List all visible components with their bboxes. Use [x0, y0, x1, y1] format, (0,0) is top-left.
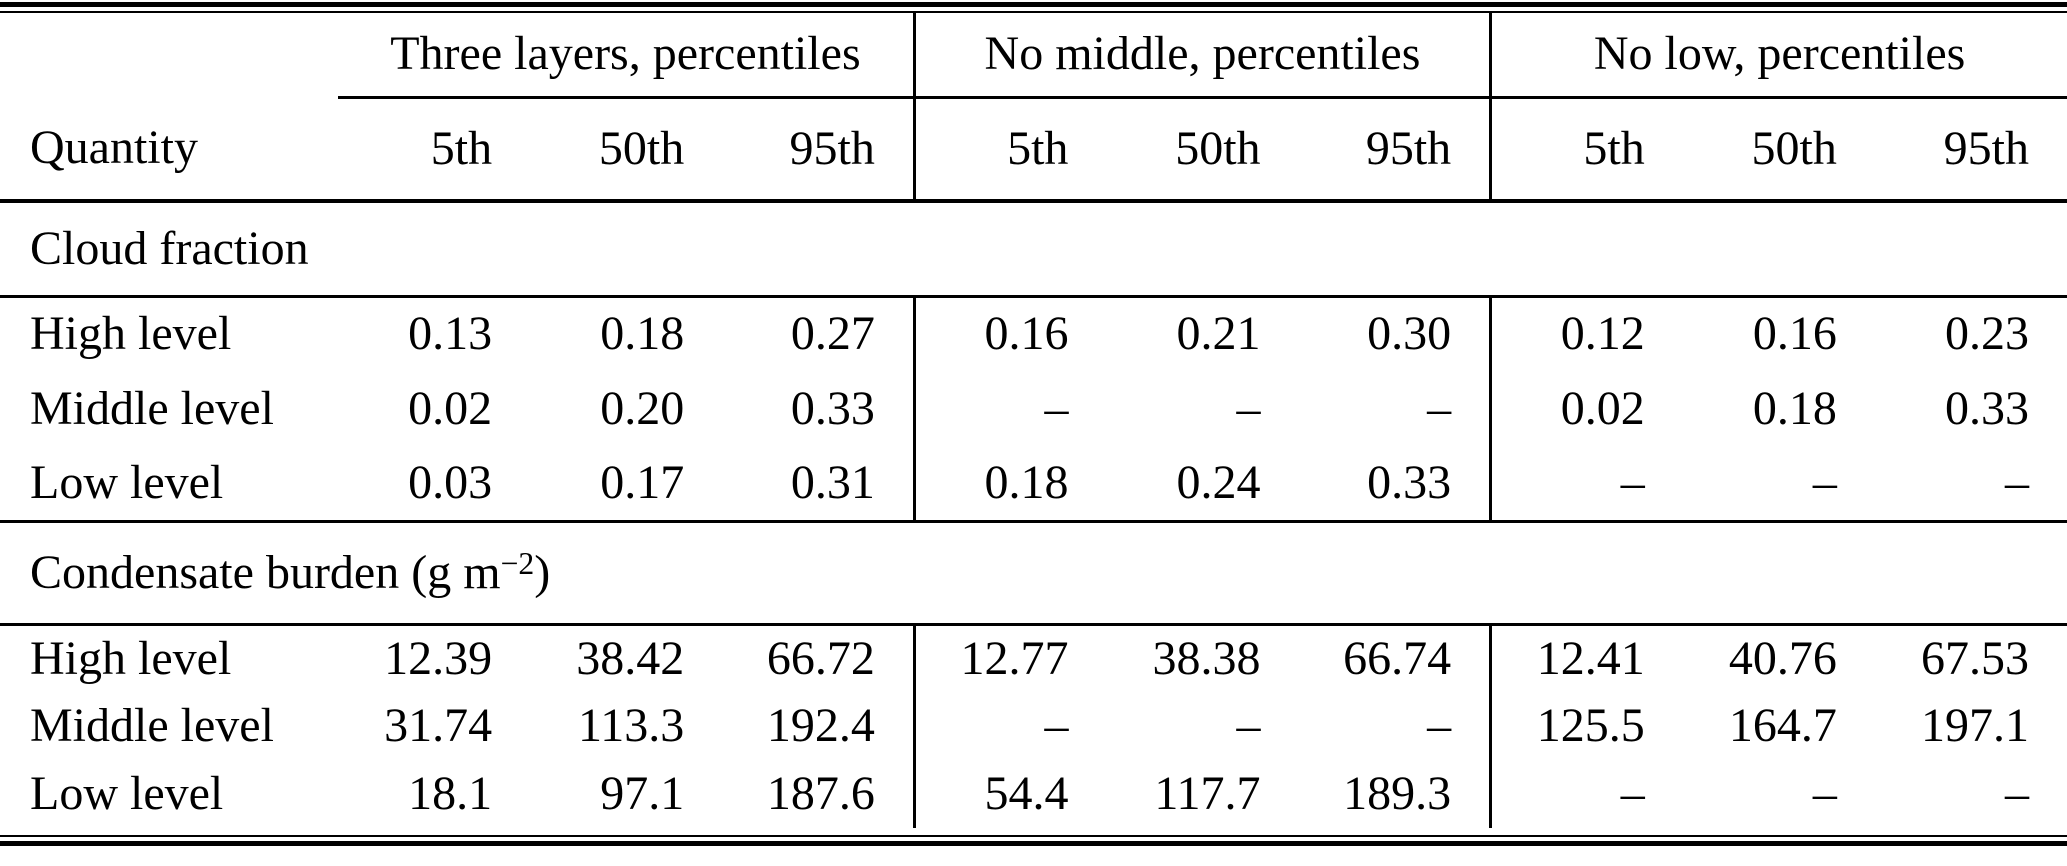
value-cell: 113.3 [578, 699, 685, 752]
percentile-header-cell: 5th [912, 97, 1107, 203]
value-cell: 0.17 [530, 446, 723, 523]
value-cell: 38.38 [1152, 631, 1261, 685]
value-cell: 197.1 [1921, 699, 2029, 752]
table-row-cb-middle: Middle level 31.74 113.3 192.4 – – – 125… [0, 692, 2067, 760]
value-cell: 0.18 [912, 446, 1107, 523]
value-cell: 12.41 [1489, 624, 1683, 692]
value-cell: – [1236, 699, 1261, 752]
value-cell: – [1812, 767, 1837, 820]
value-cell: 0.21 [1176, 307, 1261, 361]
value-cell: 66.74 [1343, 631, 1452, 685]
section-title-text: Condensate burden (g m [30, 545, 501, 599]
percentile-header-cell: 95th [1298, 97, 1491, 203]
group-header-three-layers: Three layers, percentiles [338, 13, 915, 99]
row-label: High level [30, 631, 232, 685]
percentile-table: Three layers, percentiles No middle, per… [0, 13, 2067, 828]
section-row-cloud-fraction: Cloud fraction [0, 201, 2067, 298]
value-cell: 0.23 [1945, 307, 2029, 361]
value-cell: 54.4 [912, 760, 1107, 828]
row-label: Low level [0, 446, 338, 523]
percentile-header-cell: 50th [1682, 97, 1875, 203]
value-cell: 12.39 [384, 631, 493, 685]
value-cell: 0.02 [408, 381, 493, 435]
value-cell: 0.27 [790, 307, 875, 361]
table-row-cf-middle: Middle level 0.02 0.20 0.33 – – – 0.02 0… [0, 371, 2067, 446]
group-header-row: Three layers, percentiles No middle, per… [0, 13, 2067, 99]
value-cell: 0.12 [1489, 296, 1683, 371]
value-cell: 125.5 [1489, 692, 1683, 760]
value-cell: – [1236, 381, 1261, 435]
row-label: High level [30, 307, 232, 361]
table-inner-rules: Three layers, percentiles No middle, per… [0, 11, 2067, 837]
percentile-header-cell: 95th [722, 97, 915, 203]
value-cell: 0.16 [1752, 307, 1837, 361]
value-cell: 97.1 [600, 767, 685, 820]
percentile-header-cell: 95th [1874, 97, 2067, 203]
value-cell: 117.7 [1154, 767, 1261, 820]
value-cell: 0.13 [408, 307, 493, 361]
value-cell: – [912, 371, 1107, 446]
section-title-suffix: ) [534, 545, 551, 599]
table-top-bottom-rules: Three layers, percentiles No middle, per… [0, 2, 2067, 846]
value-cell: 38.42 [576, 631, 685, 685]
value-cell: 0.20 [600, 381, 685, 435]
value-cell: 66.72 [766, 631, 875, 685]
table-row-cb-low: Low level 18.1 97.1 187.6 54.4 117.7 189… [0, 760, 2067, 828]
value-cell: – [1489, 760, 1683, 828]
value-cell: 0.16 [912, 296, 1107, 371]
value-cell: 0.02 [1489, 371, 1683, 446]
value-cell: – [1427, 381, 1452, 435]
table-row-cf-low: Low level 0.03 0.17 0.31 0.18 0.24 0.33 … [0, 446, 2067, 523]
percentile-header-cell: 50th [1106, 97, 1299, 203]
value-cell: 189.3 [1343, 767, 1452, 820]
percentile-header-cell: 50th [530, 97, 723, 203]
value-cell: 192.4 [766, 699, 875, 752]
value-cell: 0.30 [1367, 307, 1452, 361]
row-label: Middle level [30, 381, 274, 435]
percentile-header-cell: 5th [338, 97, 531, 203]
value-cell: 0.03 [338, 446, 531, 523]
section-title-superscript: −2 [500, 545, 535, 581]
value-cell: 0.18 [600, 307, 685, 361]
table-row-cb-high: High level 12.39 38.42 66.72 12.77 38.38… [0, 624, 2067, 692]
section-title: Condensate burden (g m−2) [0, 521, 2067, 626]
column-header-row: Quantity 5th 50th 95th 5th 50th 95th 5th… [0, 97, 2067, 203]
value-cell: – [1682, 446, 1875, 523]
value-cell: 67.53 [1921, 631, 2029, 685]
value-cell: – [1489, 446, 1683, 523]
value-cell: 12.77 [912, 624, 1107, 692]
value-cell: – [912, 692, 1107, 760]
row-label: Low level [30, 767, 224, 820]
value-cell: 0.18 [1752, 381, 1837, 435]
section-title: Cloud fraction [0, 201, 2067, 298]
value-cell: 40.76 [1728, 631, 1837, 685]
value-cell: 0.31 [722, 446, 915, 523]
percentile-header-cell: 5th [1489, 97, 1683, 203]
value-cell: 0.33 [1945, 381, 2029, 435]
value-cell: 18.1 [408, 767, 493, 820]
value-cell: 0.24 [1106, 446, 1299, 523]
value-cell: 187.6 [766, 767, 875, 820]
group-header-no-middle: No middle, percentiles [912, 13, 1491, 99]
row-label: Middle level [30, 699, 274, 752]
value-cell: – [1874, 446, 2067, 523]
section-title-text: Cloud fraction [30, 221, 309, 275]
value-cell: 0.33 [790, 381, 875, 435]
value-cell: 164.7 [1728, 699, 1837, 752]
corner-spacer-cell [0, 13, 338, 97]
group-header-no-low: No low, percentiles [1489, 13, 2067, 99]
table-row-cf-high: High level 0.13 0.18 0.27 0.16 0.21 0.30… [0, 296, 2067, 371]
value-cell: – [2005, 767, 2029, 820]
quantity-column-header: Quantity [0, 97, 338, 203]
value-cell: 0.33 [1298, 446, 1491, 523]
section-row-condensate-burden: Condensate burden (g m−2) [0, 521, 2067, 626]
value-cell: – [1427, 699, 1452, 752]
value-cell: 31.74 [384, 699, 493, 752]
